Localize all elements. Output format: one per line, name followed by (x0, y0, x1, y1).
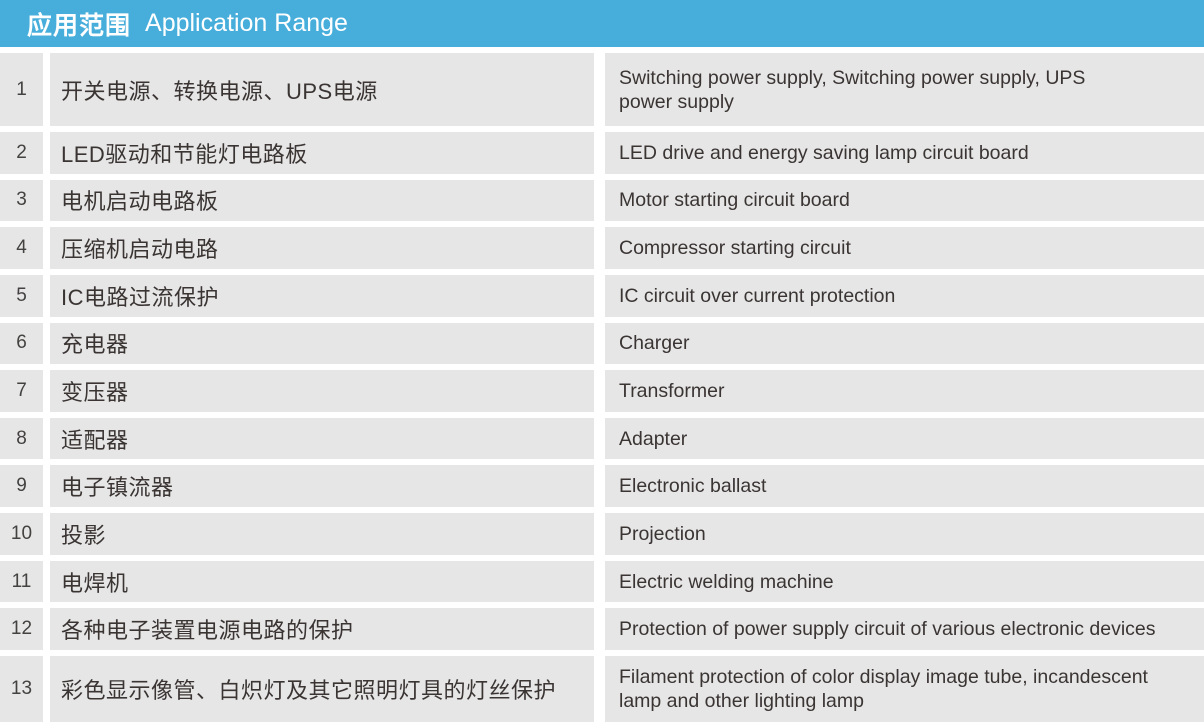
table-row: 10 投影 Projection (0, 513, 1204, 555)
chinese-text-cell: 彩色显示像管、白炽灯及其它照明灯具的灯丝保护 (50, 656, 594, 722)
english-text-cell: Filament protection of color display ima… (605, 656, 1204, 722)
english-text-cell: Protection of power supply circuit of va… (605, 608, 1204, 651)
english-text-cell: Switching power supply, Switching power … (605, 53, 1204, 126)
english-text: Switching power supply, Switching power … (619, 66, 1086, 113)
table-row: 7 变压器 Transformer (0, 370, 1204, 412)
chinese-text-cell: LED驱动和节能灯电路板 (50, 132, 594, 174)
english-text: Filament protection of color display ima… (619, 666, 1148, 713)
row-number-cell: 5 (0, 274, 43, 317)
section-title-chinese: 应用范围 (27, 11, 132, 40)
english-text: Charger (619, 332, 690, 355)
english-text-cell: Transformer (605, 370, 1204, 412)
table-row: 1 开关电源、转换电源、UPS电源 Switching power supply… (0, 53, 1204, 126)
row-number-cell: 7 (0, 370, 43, 412)
english-text-cell: IC circuit over current protection (605, 274, 1204, 317)
english-text: Electronic ballast (619, 475, 767, 498)
english-text: Projection (619, 522, 706, 545)
chinese-text-cell: 各种电子装置电源电路的保护 (50, 608, 594, 651)
section-title-english: Application Range (145, 9, 348, 37)
section-header: 应用范围 Application Range (0, 0, 1204, 47)
row-number-cell: 11 (0, 560, 43, 603)
application-table: 1 开关电源、转换电源、UPS电源 Switching power supply… (0, 53, 1204, 722)
english-text-cell: Adapter (605, 417, 1204, 460)
english-text: Protection of power supply circuit of va… (619, 618, 1156, 641)
english-text-cell: Electric welding machine (605, 560, 1204, 603)
chinese-text-cell: 电子镇流器 (50, 465, 594, 508)
english-text-cell: LED drive and energy saving lamp circuit… (605, 132, 1204, 174)
english-text-cell: Projection (605, 513, 1204, 555)
row-number-cell: 1 (0, 53, 43, 126)
table-row: 11 电焊机 Electric welding machine (0, 560, 1204, 603)
english-text: LED drive and energy saving lamp circuit… (619, 141, 1029, 164)
table-row: 12 各种电子装置电源电路的保护 Protection of power sup… (0, 608, 1204, 651)
table-row: 6 充电器 Charger (0, 322, 1204, 365)
row-number-cell: 4 (0, 227, 43, 269)
row-number-cell: 6 (0, 322, 43, 365)
row-number-cell: 13 (0, 656, 43, 722)
chinese-text-cell: 电焊机 (50, 560, 594, 603)
row-number-cell: 8 (0, 417, 43, 460)
chinese-text-cell: IC电路过流保护 (50, 274, 594, 317)
chinese-text-cell: 变压器 (50, 370, 594, 412)
row-number-cell: 12 (0, 608, 43, 651)
chinese-text-cell: 压缩机启动电路 (50, 227, 594, 269)
english-text-cell: Motor starting circuit board (605, 179, 1204, 222)
english-text: Compressor starting circuit (619, 237, 851, 260)
english-text: Adapter (619, 427, 688, 450)
chinese-text-cell: 电机启动电路板 (50, 179, 594, 222)
english-text-cell: Compressor starting circuit (605, 227, 1204, 269)
table-row: 4 压缩机启动电路 Compressor starting circuit (0, 227, 1204, 269)
row-number-cell: 3 (0, 179, 43, 222)
row-number-cell: 9 (0, 465, 43, 508)
table-row: 5 IC电路过流保护 IC circuit over current prote… (0, 274, 1204, 317)
english-text-cell: Electronic ballast (605, 465, 1204, 508)
table-row: 8 适配器 Adapter (0, 417, 1204, 460)
row-number-cell: 2 (0, 132, 43, 174)
chinese-text-cell: 适配器 (50, 417, 594, 460)
english-text-cell: Charger (605, 322, 1204, 365)
row-number-cell: 10 (0, 513, 43, 555)
table-row: 3 电机启动电路板 Motor starting circuit board (0, 179, 1204, 222)
english-text: Electric welding machine (619, 570, 834, 593)
english-text: Transformer (619, 380, 725, 403)
table-row: 13 彩色显示像管、白炽灯及其它照明灯具的灯丝保护 Filament prote… (0, 656, 1204, 722)
english-text: Motor starting circuit board (619, 189, 850, 212)
chinese-text-cell: 开关电源、转换电源、UPS电源 (50, 53, 594, 126)
table-row: 2 LED驱动和节能灯电路板 LED drive and energy savi… (0, 132, 1204, 174)
chinese-text-cell: 投影 (50, 513, 594, 555)
table-row: 9 电子镇流器 Electronic ballast (0, 465, 1204, 508)
english-text: IC circuit over current protection (619, 284, 896, 307)
chinese-text-cell: 充电器 (50, 322, 594, 365)
